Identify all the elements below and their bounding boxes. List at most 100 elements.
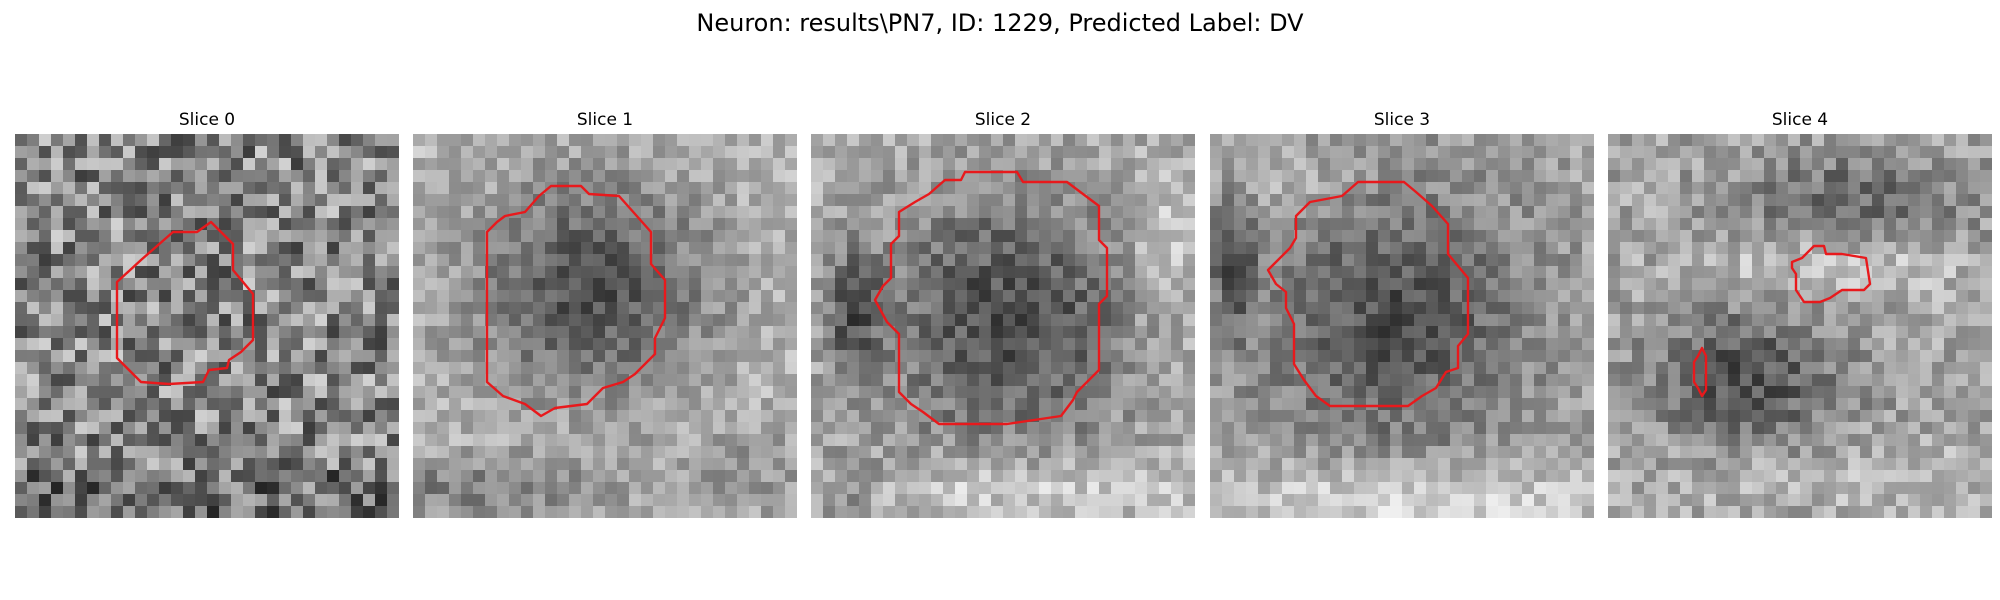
image-pixel: [557, 242, 570, 255]
image-pixel: [689, 494, 702, 507]
image-pixel: [1063, 314, 1076, 327]
image-pixel: [1426, 482, 1439, 495]
image-pixel: [605, 362, 618, 375]
image-pixel: [1270, 338, 1283, 351]
image-pixel: [749, 362, 762, 375]
image-pixel: [1450, 446, 1463, 459]
image-pixel: [1330, 458, 1343, 471]
image-pixel: [1246, 146, 1259, 159]
image-pixel: [303, 290, 316, 303]
image-pixel: [1015, 446, 1028, 459]
image-pixel: [1920, 218, 1933, 231]
image-pixel: [605, 278, 618, 291]
image-pixel: [1354, 134, 1367, 147]
image-pixel: [1546, 134, 1559, 147]
image-pixel: [207, 434, 220, 447]
image-pixel: [1522, 242, 1535, 255]
image-pixel: [1075, 422, 1088, 435]
image-pixel: [413, 158, 426, 171]
image-pixel: [569, 326, 582, 339]
image-pixel: [1183, 314, 1195, 327]
image-pixel: [919, 206, 932, 219]
image-pixel: [1027, 374, 1040, 387]
image-pixel: [605, 134, 618, 147]
image-pixel: [1558, 338, 1571, 351]
image-pixel: [1135, 350, 1148, 363]
image-pixel: [1246, 386, 1259, 399]
image-pixel: [955, 362, 968, 375]
image-pixel: [1908, 362, 1921, 375]
image-pixel: [1668, 218, 1681, 231]
image-pixel: [907, 218, 920, 231]
image-pixel: [1534, 218, 1547, 231]
image-pixel: [363, 338, 376, 351]
image-pixel: [1063, 374, 1076, 387]
image-pixel: [1111, 350, 1124, 363]
image-pixel: [1968, 326, 1981, 339]
image-pixel: [835, 290, 848, 303]
image-pixel: [1836, 374, 1849, 387]
image-pixel: [1968, 230, 1981, 243]
image-pixel: [1318, 218, 1331, 231]
image-pixel: [701, 422, 714, 435]
image-pixel: [653, 206, 666, 219]
image-pixel: [1087, 446, 1100, 459]
image-pixel: [1318, 314, 1331, 327]
image-pixel: [955, 482, 968, 495]
image-pixel: [207, 482, 220, 495]
image-pixel: [1027, 278, 1040, 291]
image-pixel: [1644, 434, 1657, 447]
image-pixel: [617, 362, 630, 375]
image-pixel: [967, 482, 980, 495]
image-pixel: [1546, 242, 1559, 255]
image-pixel: [1342, 422, 1355, 435]
image-pixel: [1582, 182, 1594, 195]
image-pixel: [725, 494, 738, 507]
image-pixel: [255, 494, 268, 507]
image-pixel: [1692, 422, 1705, 435]
image-pixel: [1510, 410, 1523, 423]
image-pixel: [1147, 302, 1160, 315]
image-pixel: [521, 470, 534, 483]
image-pixel: [617, 278, 630, 291]
image-pixel: [1872, 170, 1885, 183]
image-pixel: [1896, 410, 1909, 423]
image-pixel: [883, 314, 896, 327]
image-pixel: [1123, 374, 1136, 387]
image-pixel: [1656, 398, 1669, 411]
image-pixel: [1402, 266, 1415, 279]
image-pixel: [375, 194, 388, 207]
image-pixel: [437, 482, 450, 495]
image-pixel: [75, 350, 88, 363]
image-pixel: [1234, 266, 1247, 279]
image-pixel: [725, 134, 738, 147]
image-pixel: [327, 362, 340, 375]
image-pixel: [1498, 146, 1511, 159]
image-pixel: [1234, 218, 1247, 231]
image-pixel: [871, 266, 884, 279]
image-pixel: [1752, 182, 1765, 195]
image-pixel: [1582, 314, 1594, 327]
image-pixel: [1147, 506, 1160, 518]
image-pixel: [1800, 458, 1813, 471]
image-pixel: [1486, 206, 1499, 219]
image-pixel: [159, 218, 172, 231]
image-pixel: [761, 434, 774, 447]
image-pixel: [413, 470, 426, 483]
image-pixel: [1027, 146, 1040, 159]
image-pixel: [303, 374, 316, 387]
image-pixel: [1980, 290, 1992, 303]
image-pixel: [1968, 314, 1981, 327]
image-pixel: [351, 338, 364, 351]
image-pixel: [1968, 410, 1981, 423]
image-pixel: [485, 218, 498, 231]
image-pixel: [1776, 254, 1789, 267]
image-pixel: [1510, 362, 1523, 375]
image-pixel: [725, 314, 738, 327]
image-pixel: [1111, 410, 1124, 423]
image-pixel: [605, 290, 618, 303]
image-pixel: [967, 314, 980, 327]
image-pixel: [351, 446, 364, 459]
image-pixel: [1824, 350, 1837, 363]
image-pixel: [267, 278, 280, 291]
